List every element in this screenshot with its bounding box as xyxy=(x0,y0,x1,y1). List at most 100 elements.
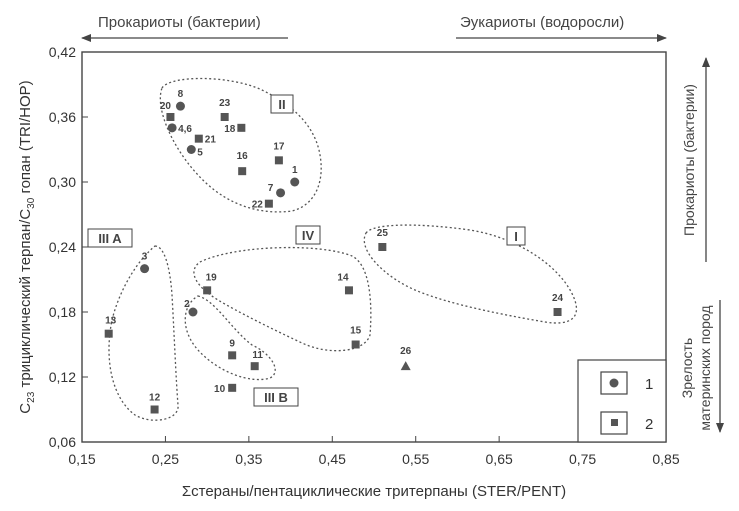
group-label-IIIA: III A xyxy=(98,231,122,246)
data-point-15 xyxy=(351,340,360,349)
y-axis-title: C23 трициклический терпан/C30 гопан (TRI… xyxy=(17,80,37,413)
data-point-22 xyxy=(264,199,273,208)
y-axis-title-part3: гопан (TRI/HOP) xyxy=(17,80,34,197)
data-point-label: 1 xyxy=(292,165,298,176)
group-outlines xyxy=(108,77,578,421)
group-label-I: I xyxy=(514,229,518,244)
data-point-20 xyxy=(166,113,175,121)
group-label-box-IIIB xyxy=(253,387,299,407)
group-IV-outline xyxy=(193,246,372,352)
data-point-label: 18 xyxy=(224,124,236,135)
group-IIIA-outline xyxy=(108,245,179,421)
data-point-label: 9 xyxy=(229,338,235,349)
data-point-label: 26 xyxy=(400,346,412,357)
x-tick-label: 0,35 xyxy=(235,451,262,467)
data-point-10 xyxy=(228,383,237,392)
group-I-outline xyxy=(363,224,578,324)
group-label-box-IV xyxy=(295,225,321,245)
group-label-box-I xyxy=(506,226,526,246)
y-tick-label: 0,06 xyxy=(49,434,76,450)
y-tick-label: 0,18 xyxy=(49,304,76,320)
y-tick-label: 0,36 xyxy=(49,109,76,125)
data-point-23 xyxy=(220,113,229,121)
y-axis-title-part2: трициклический терпан/C xyxy=(17,209,34,392)
y-axis-title-part1: C xyxy=(17,403,34,414)
x-tick-label: 0,85 xyxy=(652,451,679,467)
data-point-4-6 xyxy=(167,123,177,133)
data-point-label: 20 xyxy=(160,101,172,112)
top-left-note: Прокариоты (бактерии) xyxy=(98,14,261,31)
y-tick-label: 0,12 xyxy=(49,369,76,385)
data-point-label: 14 xyxy=(337,272,349,283)
data-point-label: 10 xyxy=(214,384,226,395)
right-upper-note: Прокариоты (бактерии) xyxy=(681,84,697,236)
data-point-9 xyxy=(228,351,237,360)
data-point-label: 16 xyxy=(237,151,249,162)
x-tick-label: 0,55 xyxy=(402,451,429,467)
data-point-label: 15 xyxy=(350,326,362,337)
data-point-18 xyxy=(237,123,246,132)
x-tick-label: 0,75 xyxy=(569,451,596,467)
right-lower-note-line1: Зрелость xyxy=(679,338,695,398)
data-point-24 xyxy=(553,308,562,316)
data-point-3 xyxy=(140,264,150,274)
y-axis-title-sub2: 30 xyxy=(26,197,37,209)
x-axis-title: Σстераны/пентациклические тритерпаны (ST… xyxy=(182,483,566,500)
data-point-25 xyxy=(378,243,387,251)
group-label-II: II xyxy=(278,97,285,112)
data-point-label: 25 xyxy=(377,228,389,239)
data-point-label: 13 xyxy=(105,316,117,327)
x-tick-label: 0,45 xyxy=(319,451,346,467)
data-point-8 xyxy=(175,101,185,111)
data-point-label: 8 xyxy=(178,89,184,100)
group-II-outline xyxy=(159,77,322,213)
y-tick-label: 0,24 xyxy=(49,239,76,255)
data-point-label: 3 xyxy=(142,252,148,263)
data-point-label: 2 xyxy=(184,299,190,310)
data-point-1 xyxy=(290,177,300,187)
x-tick-label: 0,25 xyxy=(152,451,179,467)
top-right-note: Эукариоты (водоросли) xyxy=(460,14,624,31)
x-axis-ticks: 0,15 0,25 0,35 0,45 0,55 0,65 0,75 0,85 xyxy=(68,436,680,467)
group-labels: II I III A III B IV xyxy=(87,94,526,407)
legend-circle-icon xyxy=(609,378,619,388)
data-point-13 xyxy=(104,329,113,338)
data-point-21 xyxy=(194,134,203,143)
group-label-IV: IV xyxy=(302,228,315,243)
x-tick-label: 0,65 xyxy=(486,451,513,467)
data-point-26 xyxy=(400,361,411,371)
data-point-label: 17 xyxy=(273,141,285,152)
group-label-IIIB: III B xyxy=(264,390,288,405)
data-point-19 xyxy=(203,286,212,295)
group-label-box-IIIA xyxy=(87,228,133,248)
data-point-label: 5 xyxy=(197,148,203,159)
data-point-label: 11 xyxy=(252,350,263,361)
data-point-7 xyxy=(276,188,286,198)
legend: 1 2 xyxy=(577,359,667,443)
data-point-label: 23 xyxy=(219,98,231,109)
data-point-16 xyxy=(238,167,247,176)
data-point-label: 24 xyxy=(552,293,564,304)
y-axis-title-sub1: 23 xyxy=(26,391,37,403)
right-lower-note-line2: материнских пород xyxy=(697,305,713,430)
data-point-5 xyxy=(186,145,196,154)
data-point-11 xyxy=(250,362,259,371)
data-point-label: 21 xyxy=(205,135,217,146)
data-points: 1234,65789101112131415161718192021222324… xyxy=(104,89,564,414)
legend-label-2: 2 xyxy=(645,416,653,433)
data-point-2 xyxy=(188,307,198,317)
x-tick-label: 0,15 xyxy=(68,451,95,467)
data-point-17 xyxy=(274,156,283,165)
data-point-label: 22 xyxy=(252,200,264,211)
data-point-label: 12 xyxy=(149,393,161,404)
data-point-label: 4,6 xyxy=(178,124,192,135)
legend-square-icon xyxy=(611,419,618,426)
data-point-14 xyxy=(344,286,353,295)
group-label-box-II xyxy=(270,94,294,114)
group-IIIB-outline xyxy=(184,295,276,381)
data-point-12 xyxy=(150,405,159,414)
data-point-label: 19 xyxy=(206,272,218,283)
y-axis-ticks: 0,06 0,12 0,18 0,24 0,30 0,36 0,42 xyxy=(49,44,88,450)
data-point-label: 7 xyxy=(268,183,274,194)
